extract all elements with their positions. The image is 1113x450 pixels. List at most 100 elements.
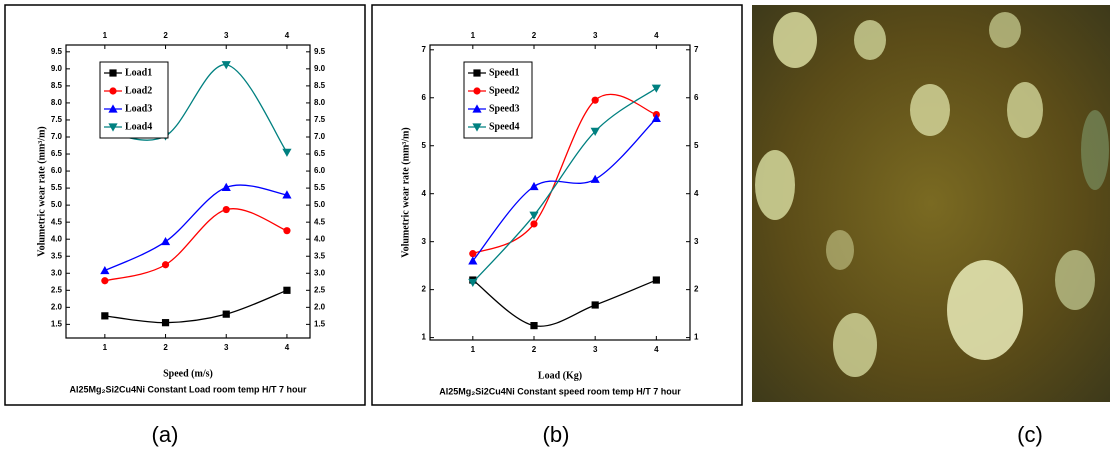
panel-label: (a) [152,422,179,447]
y-tick-label: 2.0 [51,302,63,311]
y-tick-label: 6.5 [51,149,63,158]
x-tick-label: 2 [163,343,168,352]
x-tick-label: 1 [103,343,108,352]
x-axis-label: Speed (m/s) [163,368,213,379]
y-tick-label-right: 5.0 [314,200,326,209]
legend-marker [473,69,481,77]
marker [282,148,292,157]
marker [468,256,478,265]
y-tick-label: 3.5 [51,251,63,260]
x-tick-label-top: 2 [532,31,537,40]
x-tick-label-top: 2 [163,31,168,40]
y-tick-label: 7 [422,45,427,54]
y-tick-label: 5.0 [51,200,63,209]
panel-label: (b) [543,422,570,447]
marker [529,181,539,191]
legend-label: Speed1 [489,67,520,78]
legend-label: Load4 [125,121,152,132]
y-tick-label: 7.0 [51,132,63,141]
legend-marker [472,123,482,132]
marker [591,96,599,104]
micrograph-background [752,5,1110,402]
y-tick-label-right: 1 [694,333,699,342]
legend-label: Speed3 [489,103,520,114]
marker [282,190,292,199]
y-tick-label-right: 2 [694,285,699,294]
x-tick-label: 3 [224,343,229,352]
y-tick-label: 2 [422,285,427,294]
x-tick-label: 2 [532,345,537,354]
marker [591,301,599,309]
y-tick-label: 4.0 [51,234,63,243]
marker [101,312,109,320]
marker [469,250,477,258]
y-tick-label-right: 1.5 [314,319,326,328]
plot-frame [65,44,311,339]
y-tick-label-right: 3.0 [314,268,326,277]
x-tick-label-top: 3 [593,31,598,40]
y-tick-label-right: 6 [694,93,699,102]
plot-frame [429,44,691,341]
legend-label: Load3 [125,103,152,114]
y-tick-label-right: 4.0 [314,234,326,243]
micrograph [752,5,1110,402]
y-tick-label: 2.5 [51,285,63,294]
marker [468,278,478,288]
x-tick-label: 4 [654,345,659,354]
y-tick-label-right: 8.5 [314,81,326,90]
panel-frame [4,4,366,406]
y-tick-label-right: 7.0 [314,132,326,141]
y-tick-label-right: 9.5 [314,47,326,56]
marker [222,205,230,214]
x-axis-label: Load (Kg) [538,370,582,381]
legend-marker [472,104,482,113]
x-tick-label-top: 3 [224,31,229,40]
series-line [472,87,657,283]
y-tick-label-right: 4 [694,189,699,198]
marker [652,276,660,284]
marker [651,113,661,122]
y-tick-label: 8.0 [51,98,63,107]
y-tick-label: 6 [422,93,427,102]
series-line [472,93,657,255]
y-tick-label-right: 5.5 [314,183,326,192]
micrograph-particle [755,150,795,220]
series-line [104,184,288,272]
y-tick-label: 4.5 [51,217,63,226]
x-tick-label: 1 [471,345,476,354]
legend-label: Load1 [125,67,152,78]
y-tick-label: 7.5 [51,115,63,124]
y-tick-label-right: 6.0 [314,166,326,175]
micrograph-particle [1007,82,1043,138]
caption: Al25Mg₂Si2Cu4Ni Constant speed room temp… [439,386,681,396]
legend-label: Speed4 [489,121,520,132]
series-line [104,64,288,153]
y-tick-label-right: 3.5 [314,251,326,260]
micrograph-particle [989,12,1021,48]
y-tick-label-right: 7 [694,45,699,54]
marker [161,261,170,269]
legend-marker [108,123,118,132]
legend-marker [473,87,481,95]
marker [530,220,538,228]
marker [221,182,231,192]
y-tick-label-right: 9.0 [314,64,326,73]
micrograph-particle [1081,110,1109,190]
y-tick-label: 6.0 [51,166,63,175]
y-tick-label: 8.5 [51,81,63,90]
marker [101,277,109,285]
y-axis-label: Volumetric wear rate (mm³/m) [36,126,47,256]
micrograph-particle [826,230,854,270]
marker [222,310,230,318]
marker [590,127,600,136]
micrograph-particle [854,20,886,60]
x-tick-label-top: 4 [654,31,659,40]
marker [221,61,231,70]
marker [530,322,538,330]
micrograph-particle [773,12,817,68]
legend-marker [109,87,117,95]
marker [529,211,539,220]
marker [651,84,661,93]
